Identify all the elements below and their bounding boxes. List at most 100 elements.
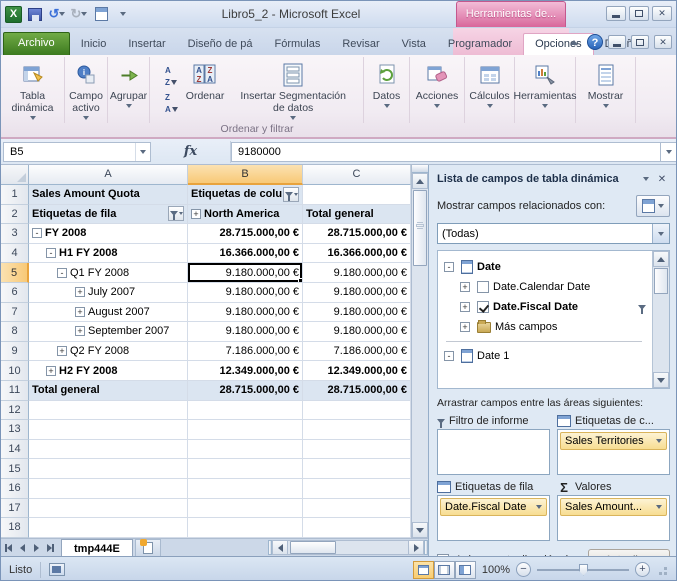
insert-worksheet-icon[interactable] — [134, 539, 161, 556]
page-layout-view-icon[interactable] — [433, 560, 455, 579]
show-button[interactable]: Mostrar — [586, 60, 626, 110]
first-sheet-icon[interactable] — [1, 540, 15, 555]
tree-item-date1[interactable]: - Date 1 — [444, 346, 652, 366]
scroll-left-icon[interactable] — [272, 540, 288, 555]
name-box[interactable]: B5 — [3, 141, 151, 162]
collapse-icon[interactable]: - — [32, 228, 42, 239]
cell-c5[interactable]: 9.180.000,00 € — [303, 263, 411, 283]
workbook-close-icon[interactable]: ✕ — [654, 35, 672, 49]
tab-insertar[interactable]: Insertar — [128, 38, 166, 50]
collapse-icon[interactable]: - — [46, 248, 56, 259]
scroll-up-icon[interactable] — [412, 173, 428, 189]
expand-icon[interactable]: + — [460, 322, 470, 332]
cell-a2[interactable]: Etiquetas de fila — [29, 204, 188, 225]
expand-icon[interactable]: + — [75, 326, 85, 337]
zoom-out-icon[interactable]: − — [516, 562, 531, 577]
expand-formula-bar-icon[interactable] — [660, 141, 676, 162]
field-fiscal-date[interactable]: Date.Fiscal Date — [440, 498, 547, 516]
field-dropdown-icon[interactable] — [536, 505, 542, 509]
qat-customize-icon[interactable] — [114, 5, 132, 23]
formula-input[interactable]: 9180000 — [231, 141, 660, 162]
cell-a8[interactable]: + September 2007 — [29, 322, 188, 342]
cell-a5[interactable]: - Q1 FY 2008 — [29, 263, 188, 283]
collapse-icon[interactable]: - — [57, 267, 67, 278]
horizontal-scrollbar[interactable] — [288, 540, 408, 555]
cell-a1[interactable]: Sales Amount Quota — [29, 185, 188, 205]
scrollbar-thumb[interactable] — [290, 541, 336, 554]
workbook-minimize-icon[interactable] — [608, 35, 626, 49]
tab-programador[interactable]: Programador — [447, 38, 513, 50]
row-header[interactable]: 6 — [1, 282, 29, 303]
cell-b6[interactable]: 9.180.000,00 € — [188, 282, 303, 303]
field-list-layout-button[interactable] — [636, 195, 670, 217]
tree-item-fiscal-date[interactable]: + Date.Fiscal Date — [444, 297, 652, 317]
cell-a10[interactable]: + H2 FY 2008 — [29, 361, 188, 381]
save-icon[interactable] — [26, 5, 44, 23]
row-header[interactable]: 8 — [1, 322, 29, 342]
tab-revisar[interactable]: Revisar — [342, 38, 380, 50]
field-dropdown-icon[interactable] — [656, 439, 662, 443]
pivottable-button[interactable]: Tabla dinámica — [9, 60, 55, 122]
split-handle[interactable] — [424, 540, 428, 555]
cell-b9[interactable]: 7.186.000,00 € — [188, 341, 303, 362]
scroll-down-icon[interactable] — [412, 522, 428, 538]
cell-c1[interactable] — [303, 185, 411, 205]
active-field-button[interactable]: i Campo activo — [67, 60, 105, 122]
row-header[interactable]: 3 — [1, 224, 29, 244]
field-sales-territories[interactable]: Sales Territories — [560, 432, 667, 450]
help-icon[interactable]: ? — [587, 34, 603, 50]
restore-icon[interactable] — [629, 6, 649, 21]
zoom-in-icon[interactable]: + — [635, 562, 650, 577]
redo-icon[interactable]: ↻ — [70, 5, 88, 23]
collapse-icon[interactable]: - — [444, 351, 454, 361]
tab-diseno-pagina[interactable]: Diseño de pá — [187, 38, 253, 50]
collapse-icon[interactable]: - — [444, 262, 454, 272]
expand-icon[interactable]: + — [460, 282, 470, 292]
group-button[interactable]: Agrupar — [108, 60, 149, 110]
cell-c4[interactable]: 16.366.000,00 € — [303, 243, 411, 264]
expand-icon[interactable]: + — [57, 346, 67, 357]
row-header[interactable]: 10 — [1, 361, 29, 381]
scrollbar-thumb[interactable] — [654, 268, 668, 294]
cell-b1[interactable]: Etiquetas de colu — [188, 185, 303, 205]
zoom-level[interactable]: 100% — [481, 563, 510, 576]
pivot-quick-icon[interactable] — [92, 5, 110, 23]
scroll-down-icon[interactable] — [653, 372, 669, 388]
name-box-dropdown-icon[interactable] — [135, 142, 150, 161]
scrollbar-thumb[interactable] — [413, 190, 427, 266]
zoom-slider[interactable] — [537, 563, 629, 576]
tab-formulas[interactable]: Fórmulas — [274, 38, 321, 50]
workbook-restore-icon[interactable] — [631, 35, 649, 49]
scroll-right-icon[interactable] — [408, 540, 424, 555]
split-handle[interactable] — [268, 540, 272, 555]
zoom-slider-thumb[interactable] — [579, 563, 588, 576]
field-sales-amount[interactable]: Sales Amount... — [560, 498, 667, 516]
close-icon[interactable]: ✕ — [652, 6, 672, 21]
page-break-view-icon[interactable] — [454, 560, 476, 579]
cell-a9[interactable]: + Q2 FY 2008 — [29, 341, 188, 362]
normal-view-icon[interactable] — [412, 560, 434, 579]
expand-icon[interactable]: + — [46, 365, 56, 376]
cell-b3[interactable]: 28.715.000,00 € — [188, 224, 303, 244]
cell-b2[interactable]: + North America — [188, 204, 303, 225]
cell-a6[interactable]: + July 2007 — [29, 282, 188, 303]
field-dropdown-icon[interactable] — [656, 505, 662, 509]
select-all-corner[interactable] — [1, 165, 29, 185]
column-labels-filter-icon[interactable] — [283, 186, 299, 202]
cell-a3[interactable]: - FY 2008 — [29, 224, 188, 244]
panel-menu-icon[interactable] — [638, 172, 654, 187]
tree-item-date[interactable]: - Date — [444, 257, 652, 277]
cell-b5-selected[interactable]: 9.180.000,00 € — [188, 263, 303, 283]
tree-scrollbar[interactable] — [652, 251, 669, 388]
tools-button[interactable]: Herramientas — [511, 60, 578, 110]
tree-item-mas-campos[interactable]: + Más campos — [444, 317, 652, 337]
cell-b8[interactable]: 9.180.000,00 € — [188, 322, 303, 342]
cube-filter-dropdown[interactable]: (Todas) — [437, 223, 670, 244]
excel-app-icon[interactable]: X — [5, 5, 22, 23]
values-area[interactable]: Sales Amount... — [557, 495, 670, 541]
row-header-selected[interactable]: 5 — [1, 263, 29, 283]
row-header[interactable]: 11 — [1, 380, 29, 401]
cell-c7[interactable]: 9.180.000,00 € — [303, 302, 411, 323]
